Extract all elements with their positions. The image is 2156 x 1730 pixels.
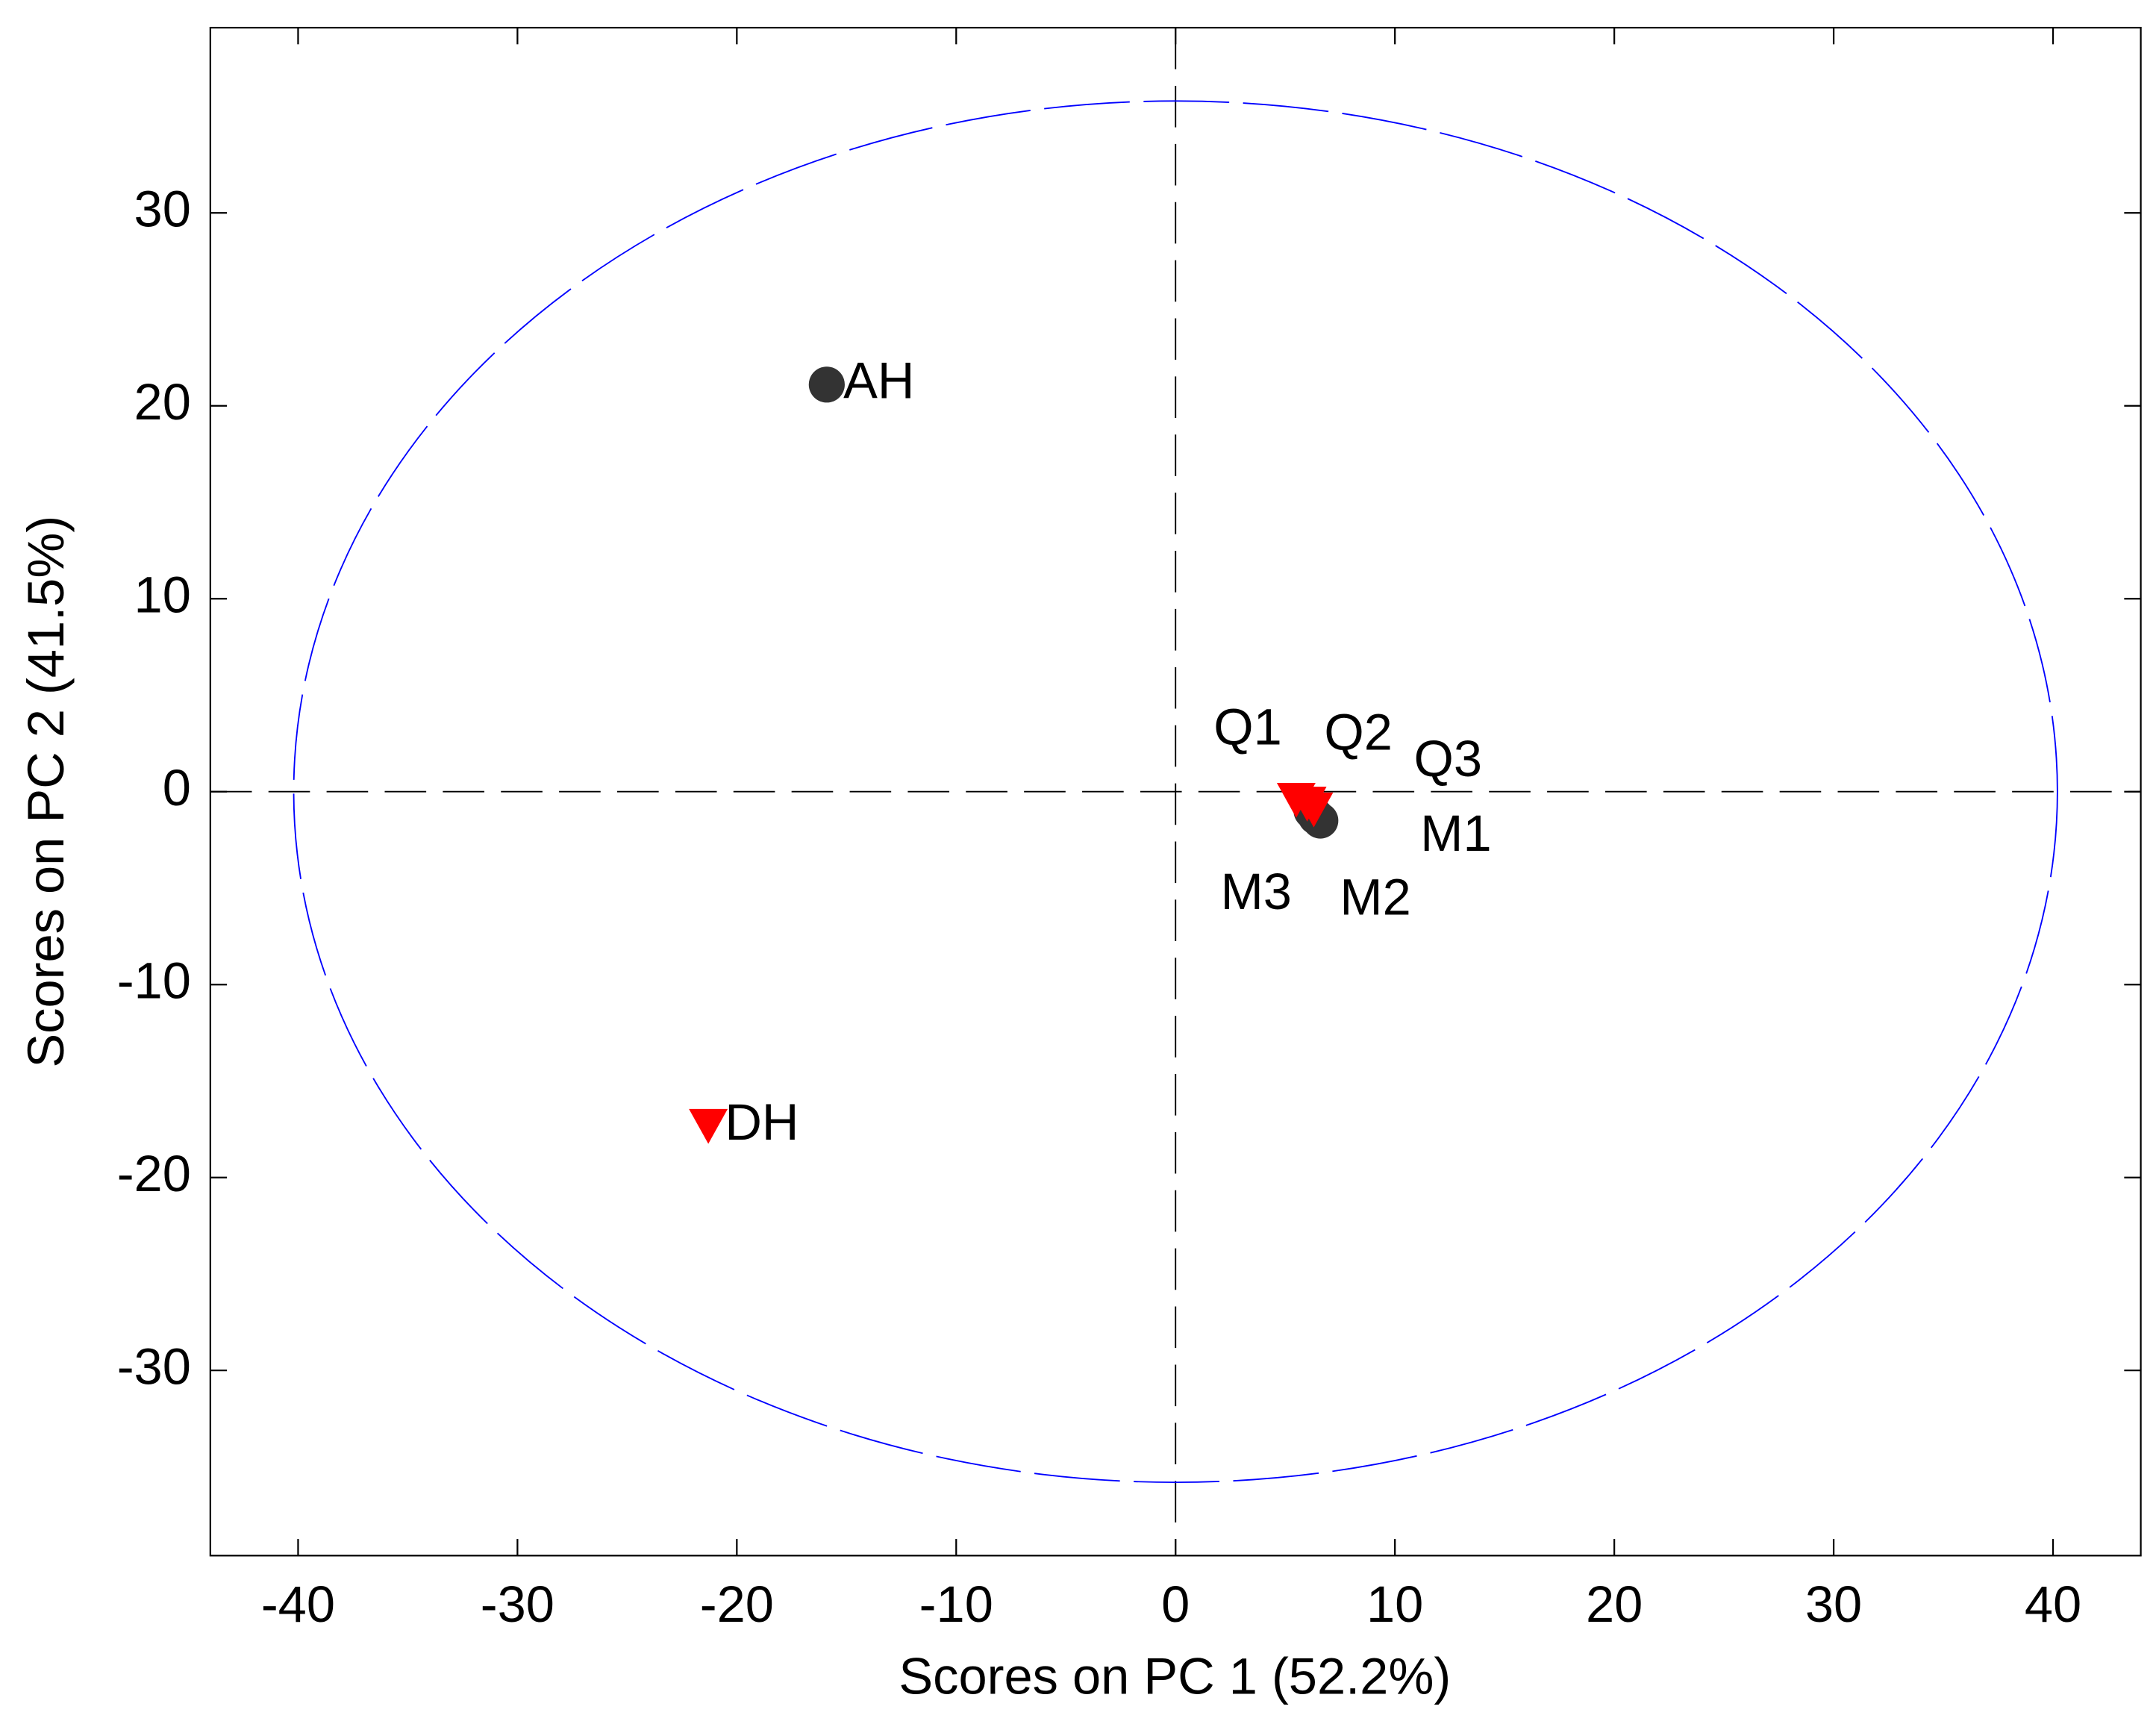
y-tick-label: 0 — [163, 759, 191, 816]
point-label: AH — [843, 352, 914, 409]
point-label: Q3 — [1414, 730, 1483, 787]
point — [1294, 792, 1334, 828]
y-tick-label: 10 — [134, 566, 191, 623]
x-tick-label: -20 — [700, 1576, 774, 1633]
point — [689, 1108, 728, 1144]
y-tick-label: -30 — [117, 1337, 191, 1395]
x-tick-label: -30 — [481, 1576, 554, 1633]
point-label: M1 — [1420, 805, 1491, 862]
point — [808, 366, 845, 403]
x-tick-label: 30 — [1805, 1576, 1862, 1633]
point-label: Q2 — [1324, 704, 1393, 761]
y-tick-label: 20 — [134, 373, 191, 431]
x-tick-label: -10 — [919, 1576, 993, 1633]
point-label: Q1 — [1213, 699, 1282, 756]
point-label: DH — [725, 1093, 799, 1151]
x-tick-label: 10 — [1366, 1576, 1423, 1633]
x-tick-label: 20 — [1586, 1576, 1643, 1633]
y-axis-label: Scores on PC 2 (41.5%) — [17, 516, 75, 1068]
confidence-ellipse — [293, 100, 2058, 1484]
x-tick-label: 0 — [1161, 1576, 1190, 1633]
y-tick-label: 30 — [134, 180, 191, 237]
point-label: M3 — [1221, 863, 1292, 920]
y-tick-label: -10 — [117, 952, 191, 1009]
x-tick-label: -40 — [261, 1576, 335, 1633]
y-tick-label: -20 — [117, 1145, 191, 1202]
x-axis-label: Scores on PC 1 (52.2%) — [899, 1647, 1451, 1705]
x-tick-label: 40 — [2025, 1576, 2081, 1633]
point-label: M2 — [1340, 869, 1410, 926]
